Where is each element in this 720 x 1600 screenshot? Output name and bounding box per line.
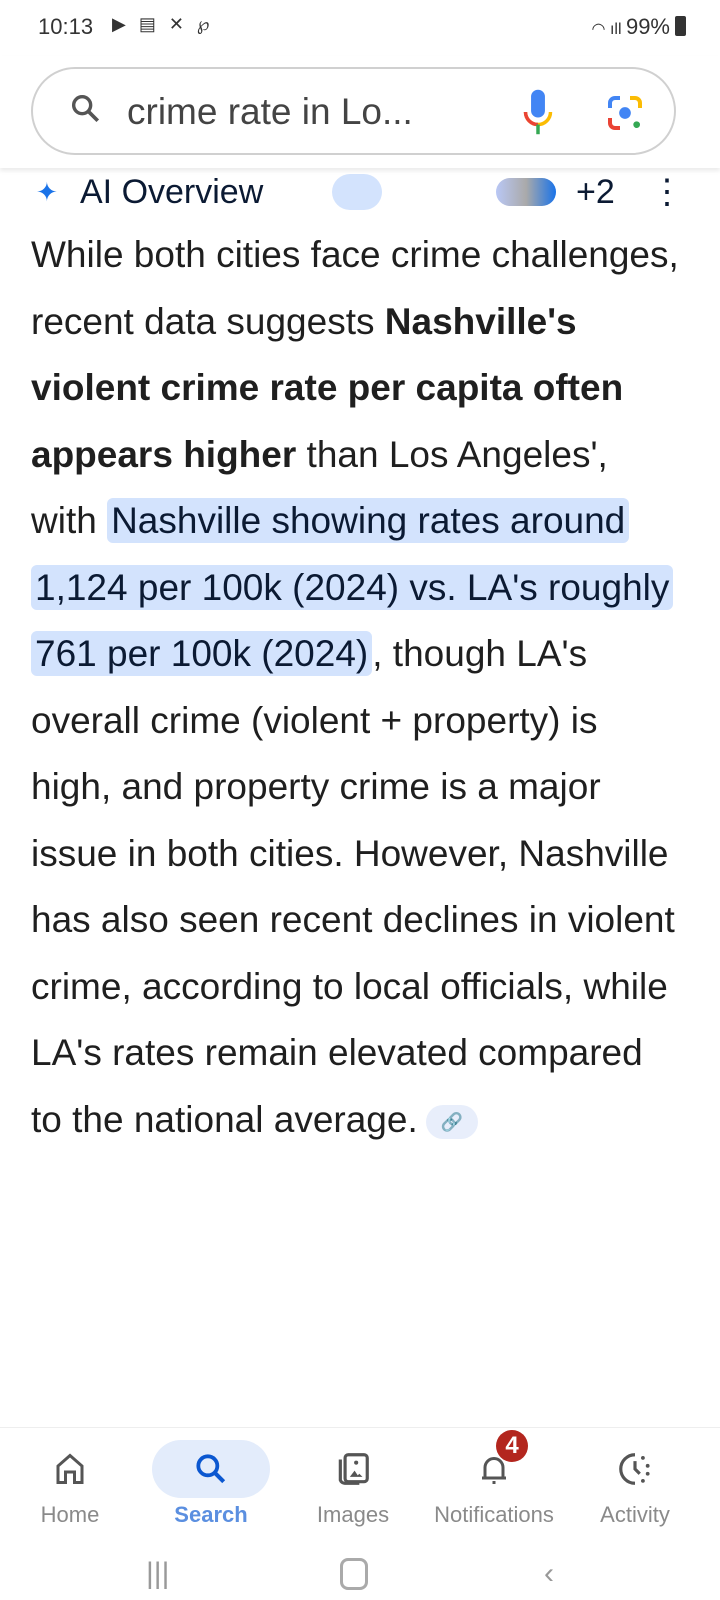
clock: 10:13 (38, 14, 94, 39)
ai-sparkle-icon: ✦ (36, 177, 58, 207)
tab-label: Search (174, 1502, 248, 1527)
tab-notifications[interactable]: 4 Notifications (424, 1428, 564, 1548)
ai-overview-title: AI Overview (80, 173, 264, 211)
source-link-icon[interactable]: 🔗 (425, 1104, 478, 1139)
listen-button[interactable] (332, 174, 382, 210)
battery-level: ◠ ıll 99% (591, 14, 670, 39)
wifi-icon: ◠ ıll (591, 21, 626, 38)
tab-label: Images (316, 1502, 390, 1527)
system-nav-bar: ||| ‹ (0, 1556, 720, 1596)
ai-overview-text: While both cities face crime challenges,… (31, 222, 681, 1153)
bell-icon (482, 1457, 506, 1484)
images-icon (338, 1453, 369, 1485)
text-segment: While both cities face crime challenges,… (31, 234, 679, 342)
back-icon[interactable]: ‹ (544, 1557, 554, 1590)
notification-icons: ▶ ▤ ✕ ℘ (112, 14, 214, 34)
tab-label: Notifications (434, 1502, 554, 1527)
more-sources-count: +2 (576, 173, 615, 211)
status-bar: 10:13 ▶ ▤ ✕ ℘ ◠ ıll 99% (0, 0, 720, 56)
activity-icon (619, 1453, 650, 1485)
bold-claim: Nashville's violent crime rate per capit… (31, 300, 624, 475)
home-icon (56, 1453, 84, 1484)
search-header: crime rate in Lo... (0, 56, 720, 168)
search-icon (196, 1454, 226, 1484)
search-input[interactable]: crime rate in Lo... (127, 91, 413, 132)
battery-icon (675, 16, 686, 36)
notification-badge: 4 (496, 1430, 528, 1462)
tab-search[interactable]: Search (141, 1428, 281, 1548)
bottom-nav: Home Search Images 4 Notifications Activ… (0, 1427, 720, 1600)
google-lens-icon[interactable] (605, 93, 645, 133)
search-bar[interactable]: crime rate in Lo... (31, 67, 676, 155)
tab-activity[interactable]: Activity (565, 1428, 705, 1548)
text-segment: , though LA's overall crime (violent + p… (31, 633, 675, 1140)
more-options-icon[interactable]: ⋮ (650, 173, 684, 211)
tab-label: Home (40, 1502, 100, 1527)
microphone-icon[interactable] (521, 87, 555, 137)
tab-home[interactable]: Home (0, 1428, 140, 1548)
source-favicons[interactable] (496, 178, 556, 206)
ai-overview-header: ✦ AI Overview +2 ⋮ (36, 172, 686, 216)
text-segment: than Los Angeles', with (31, 433, 608, 542)
recents-icon[interactable]: ||| (146, 1557, 170, 1590)
search-icon (71, 94, 100, 123)
tab-images[interactable]: Images (283, 1428, 423, 1548)
tab-label: Activity (600, 1502, 670, 1527)
home-gesture-icon[interactable] (340, 1558, 368, 1590)
